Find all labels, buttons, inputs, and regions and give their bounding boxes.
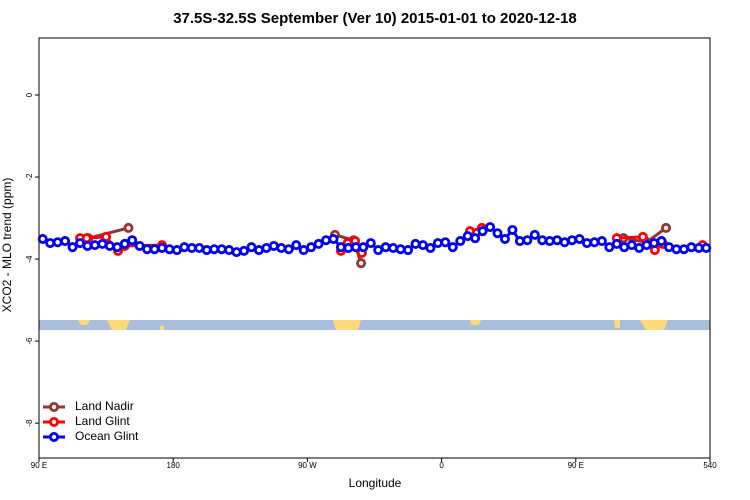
point: [313, 238, 324, 249]
point: [358, 242, 369, 253]
legend-marker: [49, 431, 60, 442]
point: [686, 242, 697, 253]
point: [567, 235, 578, 246]
legend-marker: [49, 401, 60, 412]
point: [67, 242, 78, 253]
point: [455, 236, 466, 247]
chart-title: 37.5S-32.5S September (Ver 10) 2015-01-0…: [173, 10, 577, 27]
point: [537, 235, 548, 246]
point: [522, 235, 533, 246]
point: [365, 238, 376, 249]
point: [283, 244, 294, 255]
point: [410, 238, 421, 249]
point: [37, 233, 48, 244]
point: [321, 235, 332, 246]
legend-label: Ocean Glint: [75, 429, 139, 443]
point: [112, 242, 123, 253]
point: [328, 233, 339, 244]
point: [216, 244, 227, 255]
point: [343, 242, 354, 253]
point: [574, 233, 585, 244]
point: [637, 231, 648, 242]
point: [492, 228, 503, 239]
point: [239, 245, 250, 256]
point: [701, 242, 712, 253]
point: [477, 226, 488, 237]
legend-label: Land Nadir: [75, 399, 134, 413]
point: [499, 233, 510, 244]
point: [134, 240, 145, 251]
point: [157, 242, 168, 253]
point: [425, 242, 436, 253]
point: [119, 238, 130, 249]
point: [470, 233, 481, 244]
point: [45, 238, 56, 249]
point: [388, 242, 399, 253]
point: [661, 222, 672, 233]
point: [52, 237, 63, 248]
point: [276, 242, 287, 253]
point: [123, 222, 134, 233]
point: [291, 240, 302, 251]
ocean-band: [39, 320, 710, 330]
x-axis-label: Longitude: [349, 476, 402, 490]
point: [395, 244, 406, 255]
point: [335, 242, 346, 253]
point: [596, 236, 607, 247]
legend-marker: [49, 416, 60, 427]
point: [179, 242, 190, 253]
point: [604, 242, 615, 253]
point: [656, 236, 667, 247]
point: [589, 237, 600, 248]
y-axis-label: XCO2 - MLO trend (ppm): [0, 178, 14, 313]
point: [432, 238, 443, 249]
point: [149, 244, 160, 255]
point: [380, 242, 391, 253]
point: [529, 229, 540, 240]
point: [440, 237, 451, 248]
point: [201, 245, 212, 256]
legend-label: Land Glint: [75, 414, 130, 428]
x-tick-label: 540: [703, 461, 717, 470]
y-tick-label: -8: [25, 419, 34, 427]
point: [306, 242, 317, 253]
y-tick-label: 0: [25, 92, 34, 97]
x-tick-label: 90 E: [31, 461, 47, 470]
x-tick-label: 180: [167, 461, 181, 470]
point: [127, 235, 138, 246]
y-tick-label: -6: [25, 337, 34, 345]
map-strip: [39, 320, 710, 330]
point: [164, 244, 175, 255]
point: [356, 258, 367, 269]
x-tick-label: 90 W: [298, 461, 317, 470]
point: [101, 231, 112, 242]
point: [485, 222, 496, 233]
y-tick-label: -2: [25, 173, 34, 181]
point: [581, 238, 592, 249]
point: [507, 224, 518, 235]
point: [611, 238, 622, 249]
point: [403, 245, 414, 256]
point: [60, 236, 71, 247]
x-tick-label: 0: [439, 461, 444, 470]
point: [89, 240, 100, 251]
point: [82, 240, 93, 251]
point: [104, 240, 115, 251]
x-tick-label: 90 E: [568, 461, 584, 470]
point: [447, 242, 458, 253]
point: [231, 247, 242, 258]
point: [544, 236, 555, 247]
point: [514, 236, 525, 247]
y-tick-label: -4: [25, 255, 34, 263]
